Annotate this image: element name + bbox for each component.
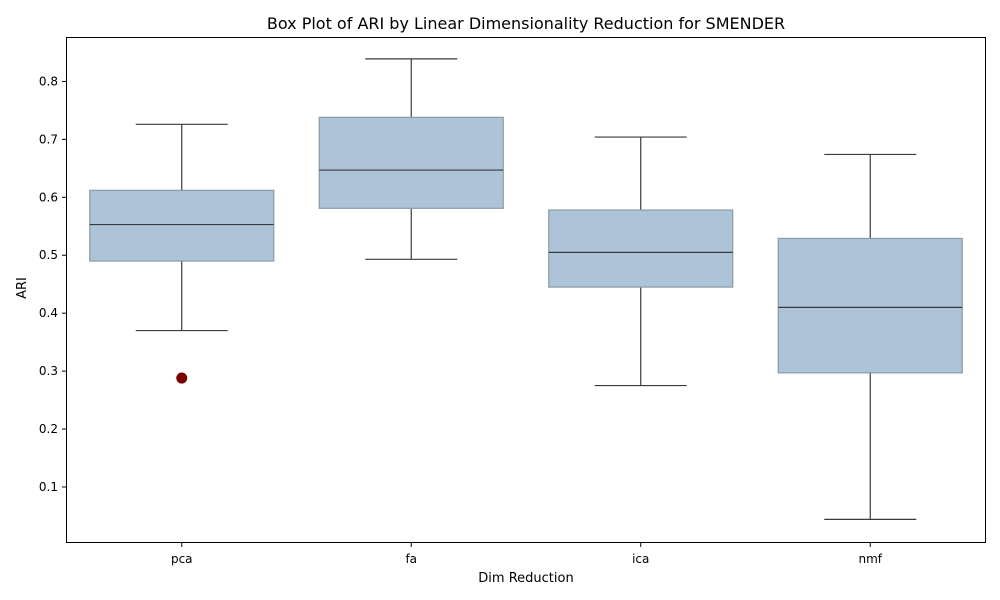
y-tick-label: 0.8 xyxy=(39,74,58,88)
y-tick-label: 0.7 xyxy=(39,132,58,146)
box-group-ica xyxy=(548,136,734,387)
plot-area-frame xyxy=(66,37,986,543)
y-tick-label: 0.2 xyxy=(39,422,58,436)
box-iqr xyxy=(318,116,504,209)
boxes-layer xyxy=(89,58,963,521)
x-tick-label: nmf xyxy=(858,552,882,566)
x-tick-label: pca xyxy=(171,552,193,566)
y-tick-label: 0.1 xyxy=(39,480,58,494)
y-tick-label: 0.5 xyxy=(39,248,58,262)
box-iqr xyxy=(777,237,963,374)
outlier-point xyxy=(176,372,188,384)
box-group-nmf xyxy=(777,153,963,521)
box-group-pca xyxy=(89,123,275,384)
box-iqr xyxy=(548,209,734,288)
box-iqr xyxy=(89,189,275,262)
y-tick-label: 0.6 xyxy=(39,190,58,204)
y-tick-label: 0.4 xyxy=(39,306,58,320)
chart-title: Box Plot of ARI by Linear Dimensionality… xyxy=(267,14,785,33)
x-axis-label: Dim Reduction xyxy=(478,571,573,586)
x-tick-label: ica xyxy=(632,552,649,566)
x-tick-label: fa xyxy=(405,552,417,566)
y-axis-label: ARI xyxy=(15,277,30,299)
y-tick-label: 0.3 xyxy=(39,364,58,378)
box-group-fa xyxy=(318,58,504,260)
